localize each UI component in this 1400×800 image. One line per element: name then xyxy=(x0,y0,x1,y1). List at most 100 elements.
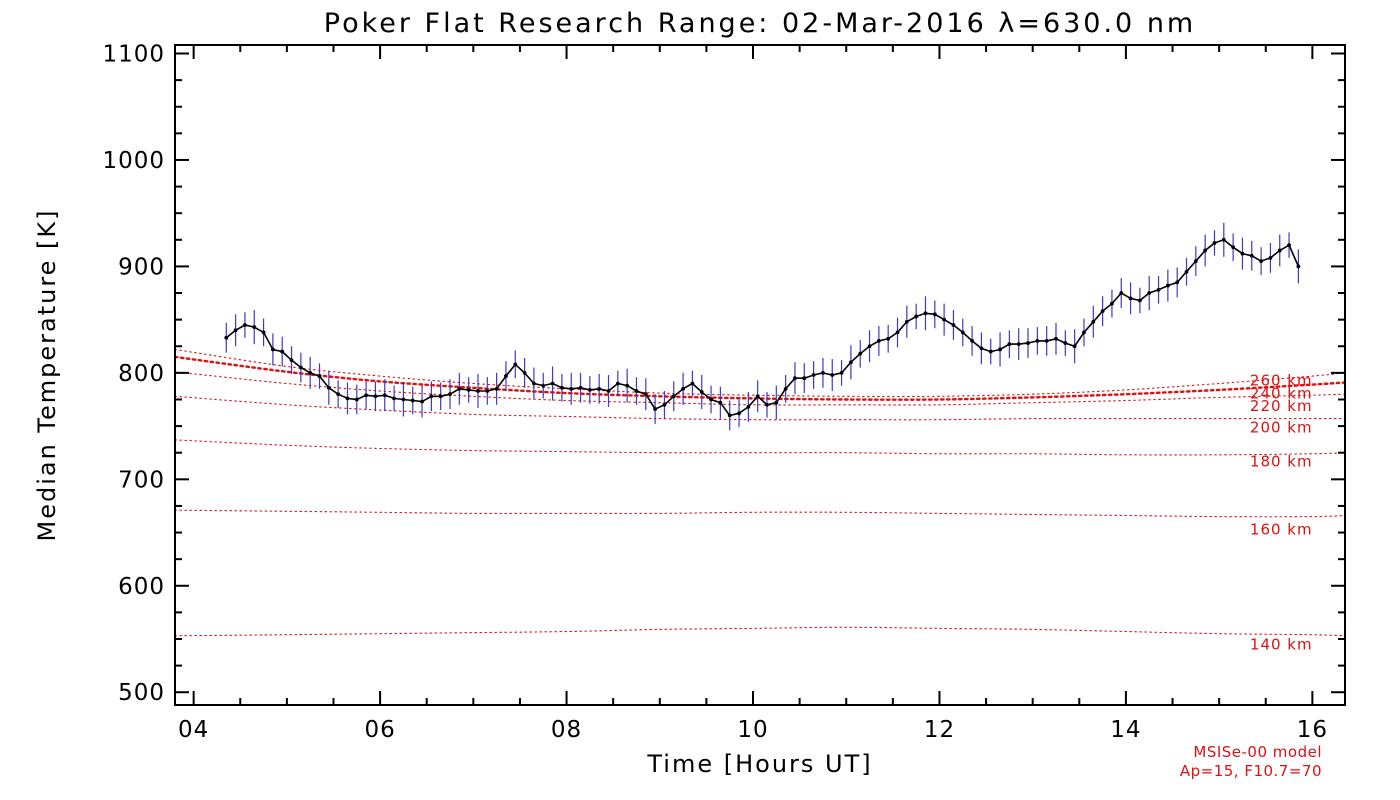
data-point xyxy=(606,389,611,393)
data-point xyxy=(1268,256,1273,260)
plot-frame xyxy=(174,44,1346,706)
data-point xyxy=(1007,342,1012,347)
data-point xyxy=(1277,248,1282,253)
data-point xyxy=(1296,264,1301,269)
data-point xyxy=(1128,296,1133,301)
data-point xyxy=(615,381,620,386)
data-point xyxy=(504,374,508,378)
data-point xyxy=(681,386,685,391)
data-point xyxy=(1249,253,1254,258)
data-point xyxy=(1240,251,1245,256)
data-point xyxy=(811,373,816,377)
data-point xyxy=(746,405,751,409)
data-point xyxy=(1147,291,1152,295)
data-point xyxy=(401,397,406,402)
data-point xyxy=(932,312,937,317)
model-curve-240km xyxy=(173,355,1347,401)
model-label-160km: 160 km xyxy=(1250,521,1313,539)
data-point xyxy=(765,402,769,407)
x-tick-label: 06 xyxy=(364,717,395,743)
data-point xyxy=(1082,330,1086,335)
data-point xyxy=(802,376,807,381)
model-label-200km: 200 km xyxy=(1250,418,1313,436)
data-point xyxy=(690,381,695,386)
data-point xyxy=(1231,245,1236,250)
y-tick-label: 600 xyxy=(118,574,165,600)
x-tick-label: 04 xyxy=(178,717,209,743)
data-point xyxy=(643,392,648,397)
data-point xyxy=(942,317,947,322)
data-point xyxy=(261,330,266,335)
data-point xyxy=(364,393,369,398)
model-curve-140km xyxy=(174,626,1346,637)
data-point xyxy=(821,370,825,375)
data-point xyxy=(1184,269,1189,274)
data-point xyxy=(485,389,490,393)
data-point xyxy=(1100,309,1105,314)
data-point xyxy=(289,358,294,362)
data-point xyxy=(858,351,863,356)
data-point xyxy=(466,388,471,392)
model-label-180km: 180 km xyxy=(1250,453,1313,471)
data-point xyxy=(345,396,350,401)
data-point xyxy=(830,373,835,377)
y-tick-label: 900 xyxy=(118,254,165,280)
data-point xyxy=(559,385,564,390)
data-point xyxy=(541,383,546,388)
data-point xyxy=(960,330,965,335)
data-point xyxy=(914,314,919,319)
y-tick-label: 700 xyxy=(118,467,165,493)
data-point xyxy=(597,386,602,391)
y-tick-label: 800 xyxy=(118,361,165,387)
data-point xyxy=(522,370,527,375)
data-point xyxy=(904,319,909,324)
data-point xyxy=(317,374,322,378)
data-point xyxy=(1221,237,1226,242)
x-axis-label: Time [Hours UT] xyxy=(646,750,872,778)
data-point xyxy=(513,362,518,367)
data-point xyxy=(243,323,247,327)
data-point xyxy=(895,330,900,335)
data-point xyxy=(354,397,359,402)
data-point xyxy=(671,394,676,399)
data-point xyxy=(569,386,574,391)
data-point xyxy=(988,349,993,354)
y-tick-label: 500 xyxy=(118,680,165,706)
data-point xyxy=(224,335,229,340)
data-point xyxy=(727,413,732,418)
data-point xyxy=(979,346,984,351)
data-point xyxy=(662,402,667,407)
data-point xyxy=(420,399,424,404)
data-point xyxy=(737,411,741,416)
data-point xyxy=(308,370,313,375)
y-axis-label: Median Temperature [K] xyxy=(33,208,61,541)
data-point xyxy=(1156,287,1161,292)
data-point xyxy=(848,360,853,365)
data-point xyxy=(1044,339,1049,343)
data-point xyxy=(392,396,396,401)
y-tick-label: 1100 xyxy=(102,42,165,68)
model-label-140km: 140 km xyxy=(1250,636,1313,654)
data-point xyxy=(578,385,583,390)
data-point xyxy=(429,394,434,399)
model-curve-200km xyxy=(174,395,1346,421)
data-point xyxy=(1165,283,1170,288)
data-point xyxy=(1138,298,1142,303)
x-tick-label: 14 xyxy=(1110,717,1141,743)
data-point xyxy=(373,394,378,399)
data-point xyxy=(634,389,639,393)
data-point xyxy=(709,397,713,402)
data-point xyxy=(252,325,257,329)
data-point xyxy=(774,400,779,405)
data-point xyxy=(448,392,452,397)
model-annotation-name: MSISe-00 model xyxy=(1193,743,1322,761)
data-point xyxy=(1072,344,1077,349)
data-point xyxy=(1203,248,1208,253)
data-point xyxy=(998,347,1002,352)
data-point xyxy=(1175,280,1180,285)
data-point xyxy=(718,400,723,405)
data-point xyxy=(699,390,704,394)
data-point xyxy=(755,394,760,399)
